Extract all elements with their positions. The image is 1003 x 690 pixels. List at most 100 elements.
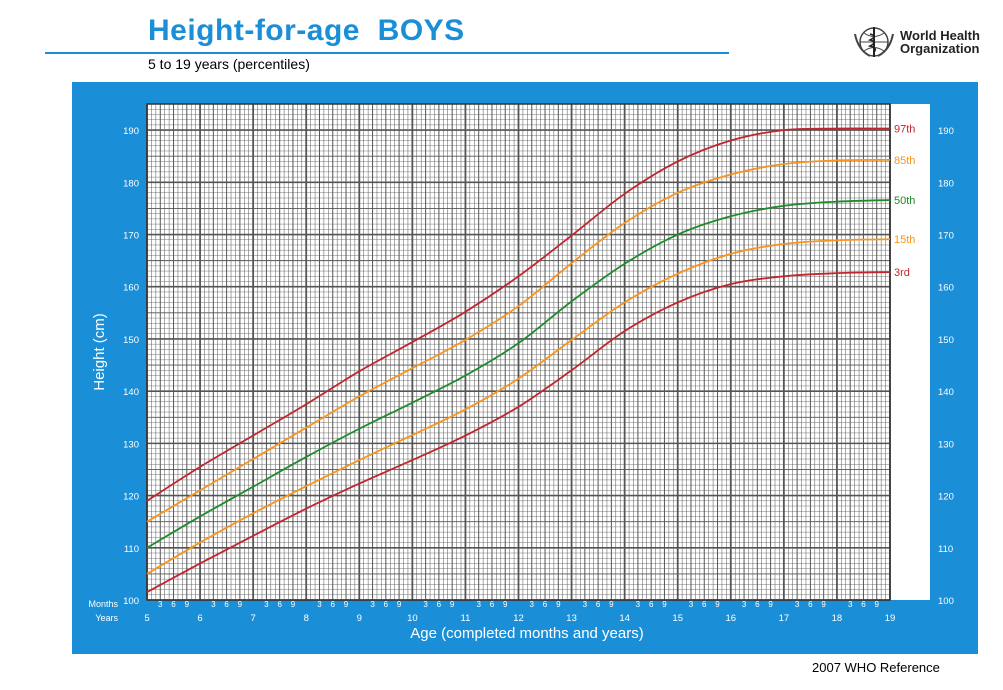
x-tick-label: 13 xyxy=(566,613,577,624)
y-tick-label-right: 100 xyxy=(938,596,954,607)
y-tick-label-right: 160 xyxy=(938,283,954,294)
month-tick-label: 3 xyxy=(689,600,694,609)
month-tick-label: 6 xyxy=(755,600,760,609)
y-tick-label-right: 170 xyxy=(938,231,954,242)
series-label-15th: 15th xyxy=(894,234,915,246)
month-tick-label: 3 xyxy=(423,600,428,609)
month-tick-label: 9 xyxy=(768,600,773,609)
x-tick-label: 18 xyxy=(832,613,843,624)
month-tick-label: 9 xyxy=(291,600,296,609)
month-tick-label: 3 xyxy=(476,600,481,609)
month-tick-label: 9 xyxy=(662,600,667,609)
month-tick-label: 6 xyxy=(596,600,601,609)
y-tick-label-right: 190 xyxy=(938,126,954,137)
x-tick-label: 19 xyxy=(885,613,896,624)
month-tick-label: 9 xyxy=(503,600,508,609)
y-tick-label-left: 110 xyxy=(124,544,139,555)
month-tick-label: 6 xyxy=(861,600,866,609)
series-line-85th xyxy=(146,158,891,523)
month-tick-label: 9 xyxy=(609,600,614,609)
month-tick-label: 9 xyxy=(344,600,349,609)
month-tick-label: 9 xyxy=(397,600,402,609)
month-tick-label: 9 xyxy=(238,600,243,609)
plot-border xyxy=(146,103,891,601)
x-tick-label: 12 xyxy=(513,613,524,624)
height-for-age-chart: 97th 85th 50th 15th 3rd 100 100 110 110 120 120 13… xyxy=(72,82,978,654)
y-axis-label: Height (cm) xyxy=(91,313,108,391)
month-tick-label: 6 xyxy=(171,600,176,609)
month-tick-label: 3 xyxy=(742,600,747,609)
x-tick-label: 7 xyxy=(250,613,255,624)
month-tick-label: 6 xyxy=(702,600,707,609)
month-tick-label: 6 xyxy=(224,600,229,609)
y-tick-label-left: 190 xyxy=(123,126,139,137)
y-tick-label-right: 110 xyxy=(938,544,953,555)
x-tick-label: 9 xyxy=(357,613,362,624)
month-tick-label: 9 xyxy=(715,600,720,609)
month-tick-label: 6 xyxy=(649,600,654,609)
y-tick-label-left: 170 xyxy=(123,231,139,242)
who-name-line1: World Health xyxy=(900,28,980,43)
month-tick-label: 3 xyxy=(636,600,641,609)
who-emblem-icon xyxy=(854,27,894,57)
y-tick-label-left: 160 xyxy=(123,283,139,294)
x-axis-label: Age (completed months and years) xyxy=(410,625,643,642)
chart-title: Height-for-age BOYS xyxy=(148,14,465,47)
month-tick-label: 6 xyxy=(437,600,442,609)
month-tick-label: 9 xyxy=(821,600,826,609)
reference-note: 2007 WHO Reference xyxy=(812,660,940,675)
series-line-97th xyxy=(146,127,891,502)
month-tick-label: 9 xyxy=(450,600,455,609)
month-tick-label: 6 xyxy=(331,600,336,609)
month-tick-label: 3 xyxy=(211,600,216,609)
month-tick-label: 6 xyxy=(384,600,389,609)
month-tick-label: 6 xyxy=(277,600,282,609)
y-tick-label-right: 180 xyxy=(938,178,954,189)
y-tick-label-left: 100 xyxy=(123,596,139,607)
series-line-15th xyxy=(146,238,891,575)
month-tick-label: 9 xyxy=(875,600,880,609)
months-row-label: Months xyxy=(88,599,118,609)
month-tick-label: 6 xyxy=(808,600,813,609)
month-tick-label: 3 xyxy=(370,600,375,609)
month-tick-label: 9 xyxy=(185,600,190,609)
y-tick-label-left: 140 xyxy=(123,387,139,398)
x-tick-label: 17 xyxy=(779,613,790,624)
series-line-50th xyxy=(146,199,891,549)
x-tick-label: 5 xyxy=(144,613,149,624)
month-tick-label: 6 xyxy=(490,600,495,609)
series-label-3rd: 3rd xyxy=(894,267,910,279)
years-row-label: Years xyxy=(95,613,118,623)
x-tick-label: 6 xyxy=(197,613,202,624)
percentile-lines: 97th 85th 50th 15th 3rd xyxy=(146,124,915,593)
title-underline xyxy=(45,52,729,54)
who-logo: World Health Organization xyxy=(852,24,980,60)
y-tick-label-right: 120 xyxy=(938,492,954,503)
series-label-50th: 50th xyxy=(894,195,915,207)
y-tick-label-left: 180 xyxy=(123,178,139,189)
month-tick-label: 6 xyxy=(543,600,548,609)
axis-ticks: 100 100 110 110 120 120 130 130 140 140 150 150 160 1… xyxy=(123,126,954,624)
month-tick-label: 3 xyxy=(583,600,588,609)
month-tick-label: 3 xyxy=(795,600,800,609)
month-tick-label: 3 xyxy=(264,600,269,609)
who-name-line2: Organization xyxy=(900,41,980,56)
y-tick-label-left: 150 xyxy=(123,335,139,346)
month-tick-label: 3 xyxy=(848,600,853,609)
y-tick-label-right: 150 xyxy=(938,335,954,346)
x-tick-label: 10 xyxy=(407,613,418,624)
x-tick-label: 15 xyxy=(672,613,683,624)
chart-subtitle: 5 to 19 years (percentiles) xyxy=(148,56,310,72)
y-tick-label-right: 130 xyxy=(938,439,954,450)
x-tick-label: 8 xyxy=(304,613,309,624)
month-tick-label: 3 xyxy=(530,600,535,609)
y-tick-label-left: 120 xyxy=(123,492,139,503)
label-strip xyxy=(890,104,930,600)
series-line-3rd xyxy=(146,271,891,593)
x-tick-label: 16 xyxy=(725,613,736,624)
series-label-85th: 85th xyxy=(894,155,915,167)
series-label-97th: 97th xyxy=(894,124,915,136)
month-tick-label: 3 xyxy=(158,600,163,609)
month-tick-label: 9 xyxy=(556,600,561,609)
x-tick-label: 14 xyxy=(619,613,630,624)
